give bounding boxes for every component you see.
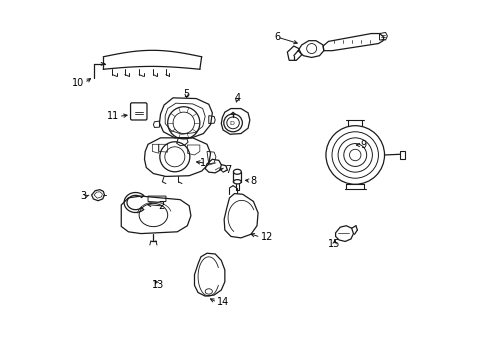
Text: 4: 4: [234, 93, 240, 103]
Text: 6: 6: [274, 32, 280, 42]
Text: 15: 15: [327, 239, 340, 249]
Text: 14: 14: [217, 297, 229, 307]
Text: 3: 3: [80, 191, 86, 201]
Text: 10: 10: [72, 78, 84, 88]
Text: 8: 8: [250, 176, 256, 186]
Text: 7: 7: [224, 165, 231, 175]
Text: 9: 9: [360, 140, 366, 150]
Text: 2: 2: [158, 201, 164, 211]
Text: 13: 13: [152, 280, 164, 291]
Text: 5: 5: [183, 89, 189, 99]
Text: 11: 11: [106, 111, 119, 121]
Text: D: D: [229, 121, 234, 126]
Text: 1: 1: [200, 158, 205, 168]
Text: 12: 12: [260, 232, 272, 242]
